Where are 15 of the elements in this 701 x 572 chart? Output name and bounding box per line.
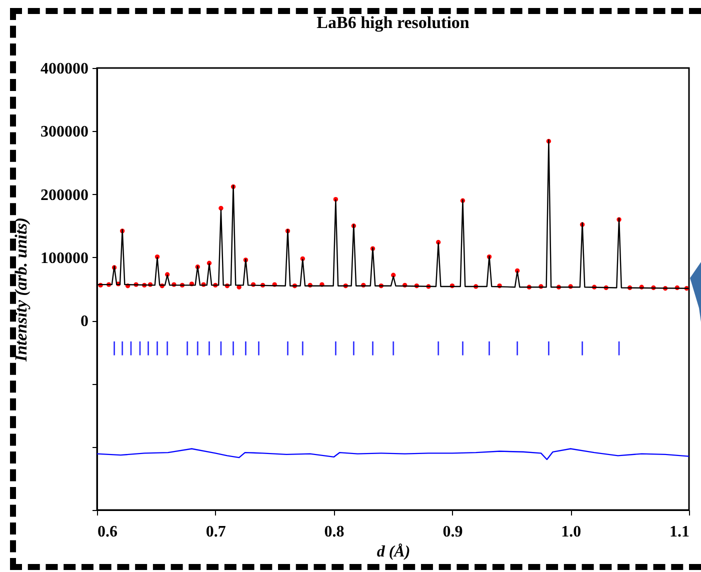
chart-title: LaB6 high resolution bbox=[316, 13, 470, 32]
y-tick-label: 400000 bbox=[40, 60, 88, 78]
y-tick-label: 300000 bbox=[40, 124, 88, 141]
y-axis-title: Intensity (arb. units) bbox=[12, 217, 30, 363]
line-series bbox=[96, 448, 690, 460]
x-tick-label: 1.0 bbox=[561, 524, 582, 540]
x-tick-label: 0.6 bbox=[98, 524, 118, 540]
y-tick-label: 200000 bbox=[40, 186, 88, 204]
x-tick-label: 0.9 bbox=[442, 524, 463, 540]
x-tick-label: 0.7 bbox=[206, 524, 226, 540]
x-tick-label: 1.1 bbox=[670, 524, 690, 540]
y-tick-label: 100000 bbox=[40, 250, 88, 267]
x-tick-label: 0.8 bbox=[324, 524, 344, 540]
y-tick-label: 0 bbox=[80, 313, 88, 330]
x-axis-title: d (Å) bbox=[376, 544, 410, 560]
